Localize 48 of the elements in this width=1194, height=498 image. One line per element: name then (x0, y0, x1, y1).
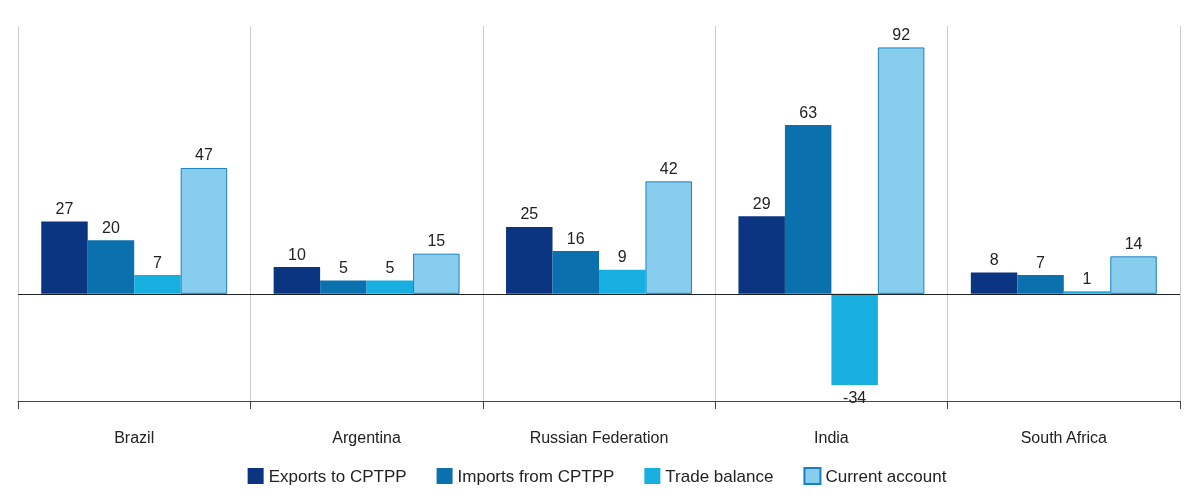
x-tick-label: India (814, 428, 849, 446)
data-label: 25 (520, 205, 539, 223)
bar (366, 280, 414, 294)
data-label: 5 (338, 258, 348, 276)
bar (831, 293, 878, 385)
x-tick-label: Argentina (332, 428, 401, 446)
data-label: 14 (1124, 234, 1143, 252)
data-label: 1 (1082, 269, 1092, 287)
x-tick-label: South Africa (1020, 428, 1108, 446)
data-label: 16 (566, 229, 585, 247)
bar (970, 272, 1018, 294)
bar (320, 280, 367, 294)
data-label: 9 (617, 248, 627, 266)
data-label: 8 (989, 250, 999, 268)
bar (1063, 291, 1111, 294)
bar (506, 226, 553, 294)
data-label: 7 (152, 253, 162, 271)
x-tick-label: Brazil (114, 428, 155, 446)
bar (1017, 275, 1064, 294)
bar (552, 251, 599, 294)
bar (413, 253, 460, 294)
data-label: 5 (385, 258, 395, 276)
legend-label: Current account (825, 466, 947, 486)
legend-label: Trade balance (665, 466, 774, 486)
data-label: 7 (1036, 253, 1046, 271)
data-label: 10 (287, 245, 306, 263)
x-tick-label: Russian Federation (529, 428, 669, 446)
bar (877, 47, 925, 294)
bar (87, 240, 135, 294)
bar (41, 221, 88, 294)
data-label: 47 (195, 146, 213, 164)
bar (134, 275, 181, 294)
bar (1110, 256, 1157, 294)
data-label: 15 (427, 232, 446, 250)
bar (784, 125, 832, 294)
data-label: 42 (659, 159, 678, 177)
bar (738, 216, 785, 294)
data-label: 29 (752, 194, 771, 212)
bar (599, 269, 646, 294)
data-label: 92 (892, 25, 911, 43)
data-label: 63 (799, 103, 818, 121)
data-label: 20 (102, 218, 120, 236)
bar (273, 267, 321, 294)
bar (180, 167, 228, 294)
bar (645, 181, 692, 294)
legend-label: Imports from CPTPP (457, 466, 615, 486)
legend-label: Exports to CPTPP (268, 466, 407, 486)
data-label: 27 (55, 200, 74, 218)
